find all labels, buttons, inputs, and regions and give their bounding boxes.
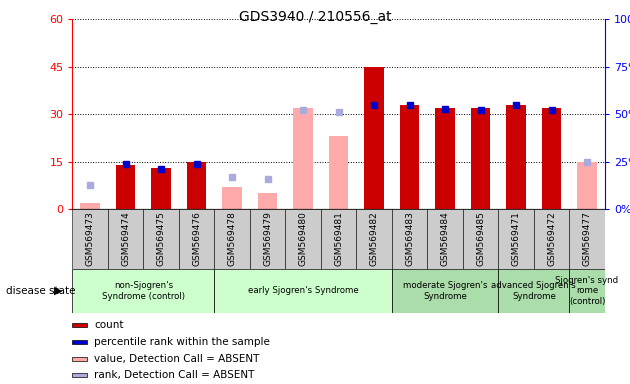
Text: GSM569481: GSM569481 [334, 211, 343, 266]
Text: GSM569478: GSM569478 [227, 211, 237, 266]
Bar [435, 108, 455, 209]
Text: GSM569475: GSM569475 [157, 211, 166, 266]
Bar [258, 194, 277, 209]
Bar [72, 357, 87, 361]
Bar [144, 209, 179, 269]
Bar [357, 209, 392, 269]
Text: Sjogren's synd
rome
(control): Sjogren's synd rome (control) [556, 276, 619, 306]
Text: GSM569485: GSM569485 [476, 211, 485, 266]
Text: GSM569483: GSM569483 [405, 211, 414, 266]
Bar [542, 108, 561, 209]
Text: GSM569479: GSM569479 [263, 211, 272, 266]
Bar [187, 162, 207, 209]
Bar [570, 209, 605, 269]
Text: count: count [94, 320, 124, 330]
Text: early Sjogren's Syndrome: early Sjogren's Syndrome [248, 286, 358, 295]
Text: advanced Sjogren's
Syndrome: advanced Sjogren's Syndrome [491, 281, 576, 301]
Bar [72, 209, 108, 269]
Text: GSM569480: GSM569480 [299, 211, 307, 266]
Bar [72, 340, 87, 344]
Bar [577, 162, 597, 209]
Bar [507, 105, 526, 209]
Bar [364, 67, 384, 209]
Bar [72, 269, 214, 313]
Text: GSM569473: GSM569473 [86, 211, 94, 266]
Bar [214, 209, 250, 269]
Text: GSM569472: GSM569472 [547, 211, 556, 266]
Text: rank, Detection Call = ABSENT: rank, Detection Call = ABSENT [94, 371, 255, 381]
Bar [400, 105, 420, 209]
Text: GSM569477: GSM569477 [583, 211, 592, 266]
Bar [151, 168, 171, 209]
Bar [214, 269, 392, 313]
Bar [392, 269, 498, 313]
Bar [179, 209, 214, 269]
Bar [471, 108, 490, 209]
Bar [72, 323, 87, 327]
Text: value, Detection Call = ABSENT: value, Detection Call = ABSENT [94, 354, 260, 364]
Text: percentile rank within the sample: percentile rank within the sample [94, 337, 270, 347]
Bar [329, 136, 348, 209]
Text: GSM569471: GSM569471 [512, 211, 520, 266]
Text: disease state: disease state [6, 286, 76, 296]
Bar [498, 209, 534, 269]
Bar [498, 269, 570, 313]
Bar [294, 108, 313, 209]
Text: ▶: ▶ [54, 286, 62, 296]
Bar [392, 209, 427, 269]
Bar [463, 209, 498, 269]
Text: moderate Sjogren's
Syndrome: moderate Sjogren's Syndrome [403, 281, 488, 301]
Bar [72, 374, 87, 377]
Bar [222, 187, 242, 209]
Text: GSM569474: GSM569474 [121, 211, 130, 266]
Bar [81, 203, 100, 209]
Bar [108, 209, 144, 269]
Bar [570, 269, 605, 313]
Text: GSM569482: GSM569482 [370, 211, 379, 266]
Text: GSM569484: GSM569484 [440, 211, 450, 266]
Bar [250, 209, 285, 269]
Bar [116, 165, 135, 209]
Text: GDS3940 / 210556_at: GDS3940 / 210556_at [239, 10, 391, 23]
Bar [321, 209, 357, 269]
Bar [534, 209, 570, 269]
Bar [427, 209, 463, 269]
Bar [285, 209, 321, 269]
Text: non-Sjogren's
Syndrome (control): non-Sjogren's Syndrome (control) [102, 281, 185, 301]
Text: GSM569476: GSM569476 [192, 211, 201, 266]
